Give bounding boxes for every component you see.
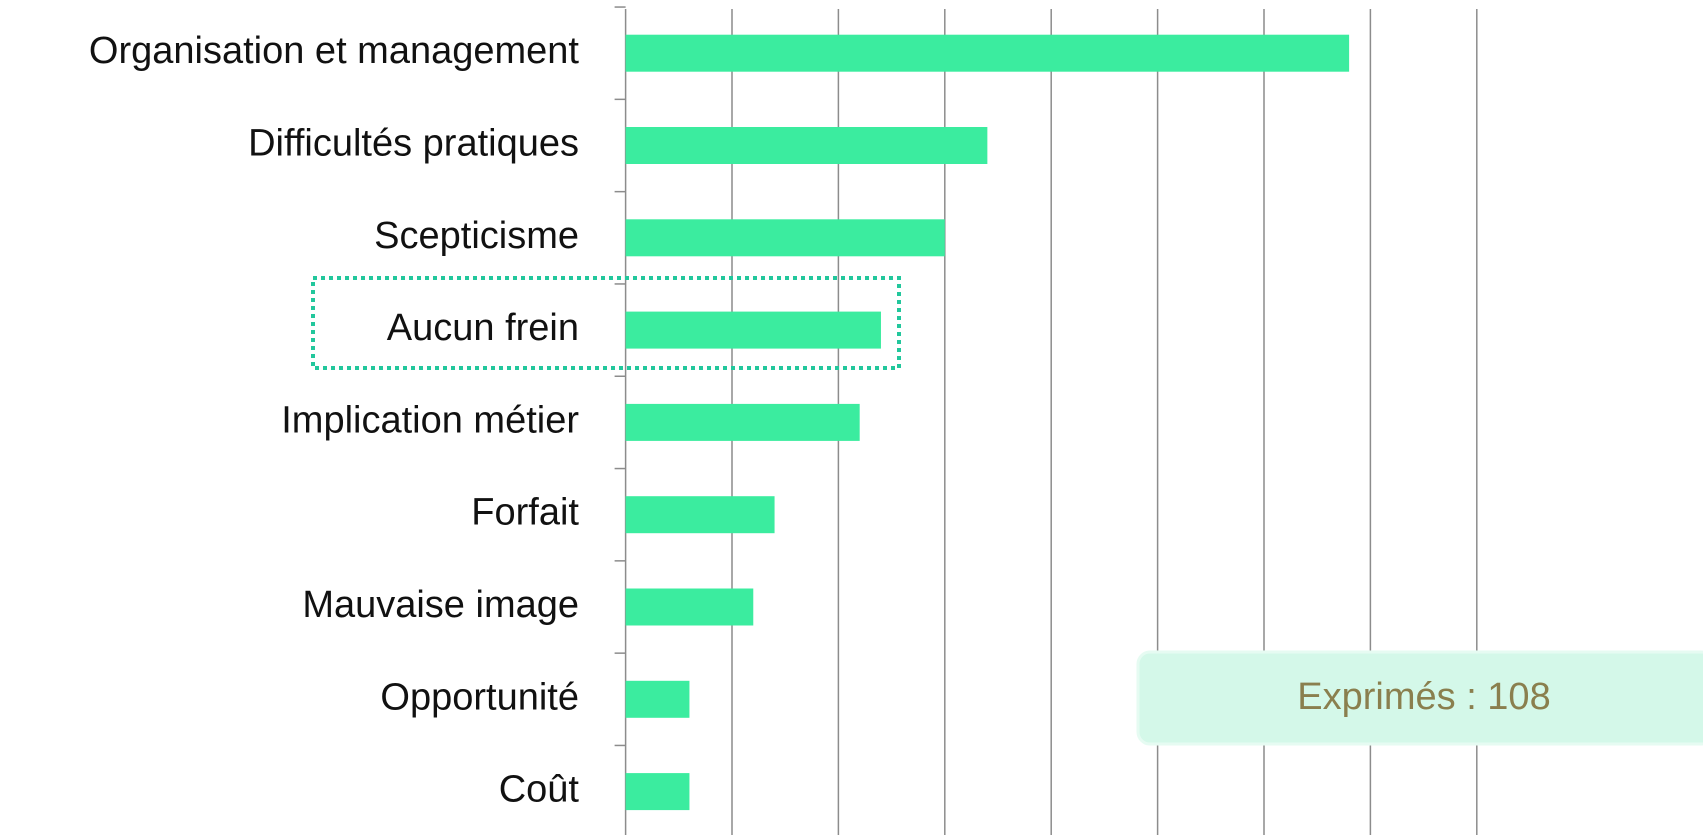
bar [625,773,690,811]
category-label: Opportunité [380,676,579,718]
category-label: Implication métier [281,399,579,441]
category-label: Scepticisme [374,215,579,257]
category-label: Aucun frein [387,307,579,349]
category-label: Difficultés pratiques [248,123,579,165]
bars [625,34,1350,811]
bar [625,219,945,257]
bar [625,403,860,441]
annotation-box [1136,650,1703,746]
bar [625,34,1350,72]
category-label: Organisation et management [89,30,580,72]
bar [625,680,690,718]
annotation: Exprimés : 108 [1297,676,1550,718]
category-label: Mauvaise image [302,584,579,626]
category-label: Coût [499,769,580,811]
bar [625,127,988,164]
highlight-box [311,276,901,370]
category-label: Forfait [471,492,579,534]
bar [625,496,775,534]
bar [625,311,881,349]
bar [625,588,754,626]
